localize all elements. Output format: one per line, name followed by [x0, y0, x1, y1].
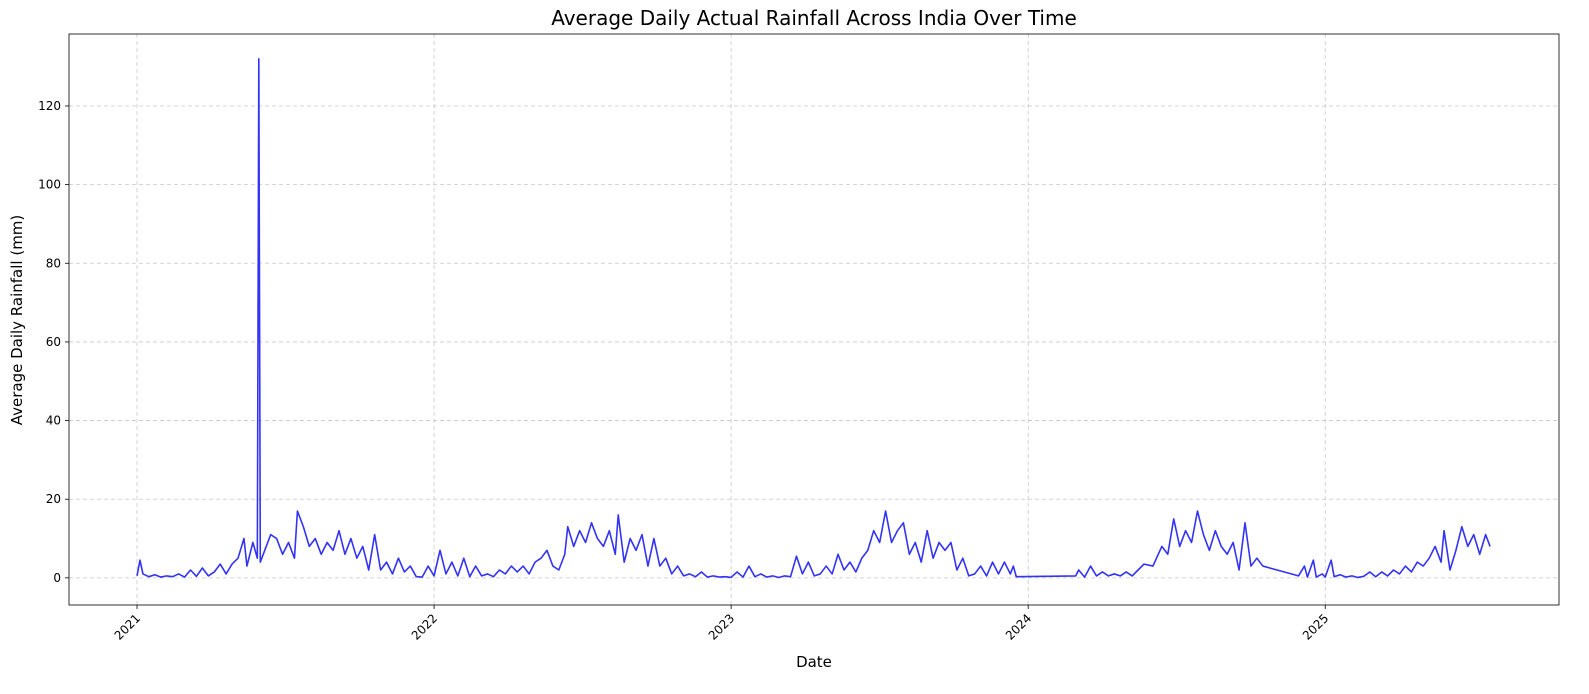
y-tick-label: 20 [46, 492, 61, 506]
x-tick-label: 2025 [1300, 611, 1331, 642]
x-tick-label: 2022 [409, 611, 440, 642]
plot-frame [68, 33, 1560, 606]
y-axis-label: Average Daily Rainfall (mm) [8, 215, 26, 426]
y-tick-label: 120 [38, 99, 61, 113]
y-tick-label: 0 [53, 571, 61, 585]
x-tick-label: 2023 [706, 611, 737, 642]
x-tick-label: 2024 [1003, 611, 1034, 642]
y-tick-label: 100 [38, 178, 61, 192]
x-axis-label: Date [796, 653, 832, 671]
y-tick-label: 40 [46, 414, 61, 428]
data-line [136, 57, 1491, 579]
chart-title: Average Daily Actual Rainfall Across Ind… [551, 6, 1077, 30]
y-tick-label: 60 [46, 335, 61, 349]
x-tick-label: 2021 [112, 611, 143, 642]
y-tick-label: 80 [46, 256, 61, 270]
